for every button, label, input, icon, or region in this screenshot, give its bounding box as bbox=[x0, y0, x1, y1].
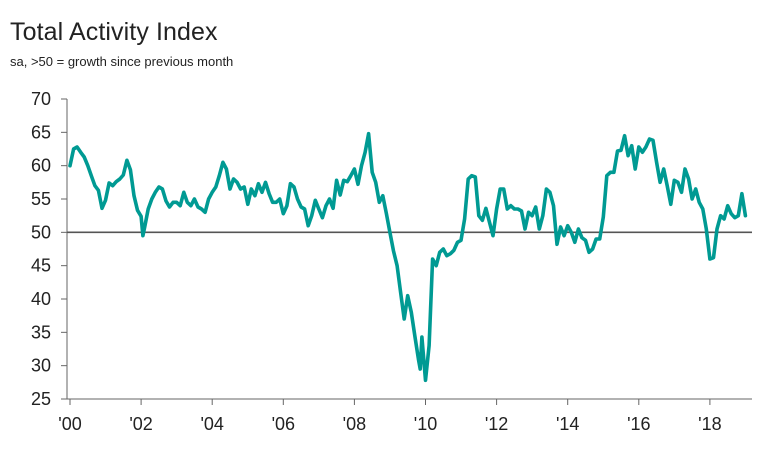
y-tick-label: 60 bbox=[31, 156, 51, 176]
x-axis: '00 '02 '04 '06 '08 '10 '12 '14 '16 '18 bbox=[58, 398, 752, 434]
x-tick-label: '00 bbox=[58, 414, 81, 434]
x-tick-label: '08 bbox=[343, 414, 366, 434]
y-tick-label: 65 bbox=[31, 122, 51, 142]
x-tick-label: '10 bbox=[414, 414, 437, 434]
y-axis: 25 30 35 40 45 50 55 60 65 70 bbox=[31, 89, 68, 409]
x-tick-label: '02 bbox=[129, 414, 152, 434]
y-tick-label: 40 bbox=[31, 289, 51, 309]
chart-subtitle: sa, >50 = growth since previous month bbox=[10, 54, 234, 69]
series-group bbox=[68, 131, 748, 383]
x-tick-label: '18 bbox=[698, 414, 721, 434]
y-tick-label: 35 bbox=[31, 322, 51, 342]
y-tick-label: 30 bbox=[31, 356, 51, 376]
x-tick-label: '14 bbox=[556, 414, 579, 434]
x-tick-label: '06 bbox=[272, 414, 295, 434]
chart-title: Total Activity Index bbox=[10, 18, 218, 46]
x-tick-label: '04 bbox=[200, 414, 223, 434]
series-line-total-activity bbox=[68, 131, 748, 383]
x-tick-label: '12 bbox=[485, 414, 508, 434]
y-tick-label: 55 bbox=[31, 189, 51, 209]
y-tick-label: 50 bbox=[31, 222, 51, 242]
y-tick-label: 70 bbox=[31, 89, 51, 109]
y-tick-label: 45 bbox=[31, 256, 51, 276]
y-tick-label: 25 bbox=[31, 389, 51, 409]
x-tick-label: '16 bbox=[627, 414, 650, 434]
